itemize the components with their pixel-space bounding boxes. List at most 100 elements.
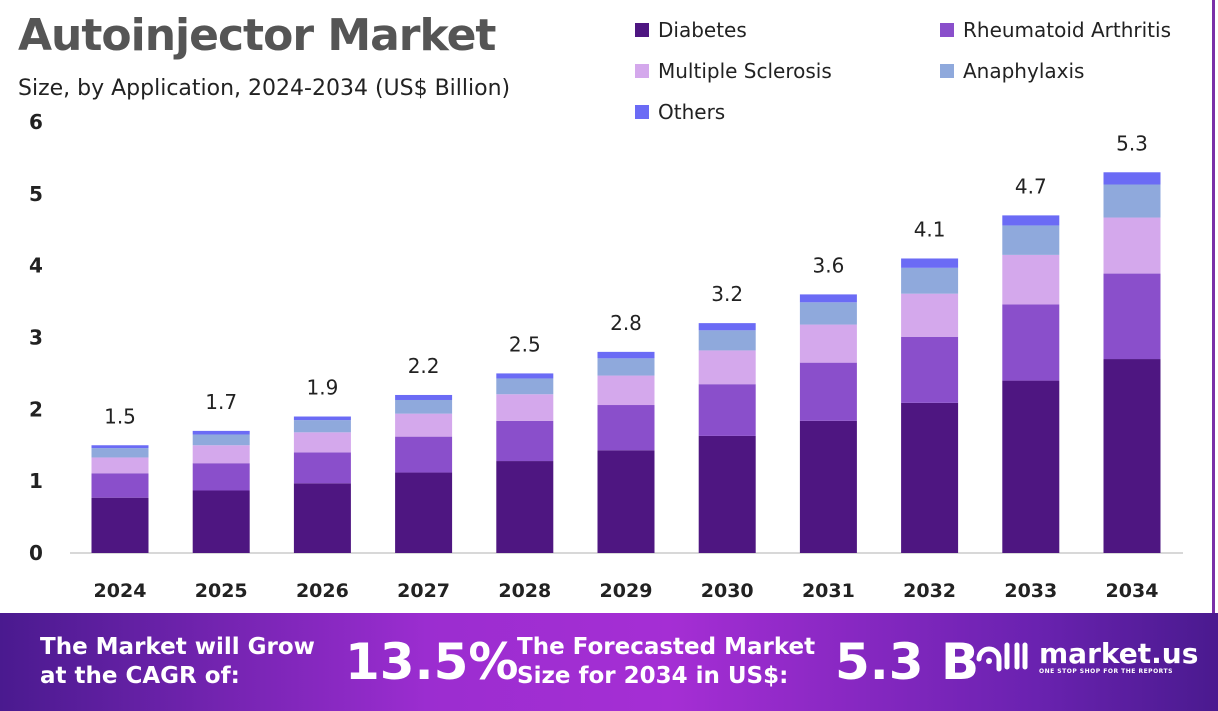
- y-tick-label: 6: [29, 110, 43, 134]
- bar-segment-anaphylaxis: [1002, 225, 1060, 255]
- bar-segment-anaphylaxis: [698, 330, 756, 351]
- x-tick-label: 2031: [802, 580, 855, 602]
- legend-item-anaphylaxis: Anaphylaxis: [940, 59, 1215, 83]
- bar-segment-anaphylaxis: [901, 267, 959, 294]
- bar-segment-multiple-sclerosis: [395, 413, 453, 437]
- bar-segment-anaphylaxis: [395, 399, 453, 414]
- bar-segment-anaphylaxis: [1103, 184, 1161, 218]
- bar-segment-rheumatoid-arthritis: [901, 336, 959, 403]
- bar-segment-diabetes: [597, 450, 655, 553]
- brand-tagline: ONE STOP SHOP FOR THE REPORTS: [1039, 667, 1173, 675]
- bar-segment-rheumatoid-arthritis: [698, 384, 756, 436]
- bar-segment-multiple-sclerosis: [1103, 217, 1161, 274]
- bar-segment-anaphylaxis: [597, 358, 655, 376]
- total-data-label: 2.5: [509, 332, 541, 356]
- forecast-value: 5.3 B: [835, 633, 980, 691]
- footer-banner: The Market will Grow at the CAGR of: 13.…: [0, 613, 1218, 711]
- chart-subtitle: Size, by Application, 2024-2034 (US$ Bil…: [18, 76, 511, 101]
- bar-segment-others: [1002, 215, 1060, 226]
- bar-segment-diabetes: [91, 497, 149, 553]
- bar-segment-rheumatoid-arthritis: [91, 473, 149, 498]
- x-tick-label: 2024: [94, 580, 147, 602]
- bar-segment-anaphylaxis: [293, 420, 351, 433]
- total-data-label: 1.5: [104, 404, 136, 428]
- bar-segment-multiple-sclerosis: [1002, 254, 1060, 305]
- total-data-label: 1.9: [306, 376, 338, 400]
- bar-segment-others: [91, 445, 149, 449]
- bar-segment-diabetes: [395, 472, 453, 553]
- y-tick-label: 3: [29, 326, 43, 350]
- legend-item-multiple-sclerosis: Multiple Sclerosis: [635, 59, 940, 83]
- bar-segment-rheumatoid-arthritis: [799, 362, 857, 421]
- x-tick-label: 2025: [195, 580, 248, 602]
- bar-segment-diabetes: [799, 420, 857, 553]
- bar-segment-diabetes: [1002, 380, 1060, 553]
- bar-segment-rheumatoid-arthritis: [597, 405, 655, 451]
- bar-segment-diabetes: [698, 435, 756, 553]
- bar-segment-anaphylaxis: [91, 448, 149, 458]
- bar-segment-anaphylaxis: [799, 302, 857, 325]
- x-tick-label: 2030: [701, 580, 754, 602]
- total-data-label: 4.1: [914, 217, 946, 241]
- bar-segment-others: [1103, 172, 1161, 185]
- legend-item-diabetes: Diabetes: [635, 18, 940, 42]
- bar-segment-others: [192, 430, 250, 435]
- y-tick-label: 2: [29, 397, 43, 421]
- brand-name: market.us: [1039, 636, 1199, 670]
- total-data-label: 1.7: [205, 390, 237, 414]
- legend-item-others: Others: [635, 100, 940, 124]
- x-tick-label: 2028: [498, 580, 551, 602]
- market-us-logo-icon: [976, 642, 1028, 672]
- chart-title: Autoinjector Market: [18, 10, 496, 61]
- bar-segment-rheumatoid-arthritis: [395, 436, 453, 473]
- x-tick-label: 2026: [296, 580, 349, 602]
- bar-segment-others: [293, 416, 351, 421]
- y-tick-label: 5: [29, 182, 43, 206]
- chart-area: 0 1 2 3 4 5 6 1.5 2024 1.7 2025 1.9 2026 2.2 2027 2.5 20…: [29, 110, 1183, 602]
- bar-segment-others: [395, 394, 453, 400]
- bar-segment-diabetes: [293, 483, 351, 553]
- y-tick-label: 0: [29, 541, 43, 565]
- bar-segment-rheumatoid-arthritis: [1103, 273, 1161, 360]
- bar-segment-rheumatoid-arthritis: [496, 420, 554, 462]
- x-tick-label: 2033: [1004, 580, 1057, 602]
- bar-segment-others: [901, 258, 959, 268]
- bar-segment-others: [496, 373, 554, 379]
- x-tick-label: 2029: [600, 580, 653, 602]
- bar-segment-diabetes: [1103, 359, 1161, 553]
- bar-segment-multiple-sclerosis: [901, 293, 959, 337]
- bar-segment-multiple-sclerosis: [293, 432, 351, 453]
- bar-segment-diabetes: [496, 461, 554, 553]
- y-tick-label: 4: [29, 254, 43, 278]
- bar-segment-multiple-sclerosis: [597, 375, 655, 406]
- bar-segment-multiple-sclerosis: [698, 350, 756, 385]
- brand-logo: market.us ONE STOP SHOP FOR THE REPORTS: [975, 637, 1198, 677]
- bar-segment-others: [597, 351, 655, 359]
- forecast-label: The Forecasted Market Size for 2034 in U…: [517, 634, 816, 689]
- total-data-label: 3.6: [812, 253, 844, 277]
- bar-segment-diabetes: [192, 490, 250, 553]
- frame-border: [1212, 0, 1215, 613]
- x-tick-label: 2034: [1106, 580, 1159, 602]
- bar-segment-rheumatoid-arthritis: [192, 463, 250, 491]
- total-data-label: 2.2: [408, 354, 440, 378]
- total-data-label: 2.8: [610, 311, 642, 335]
- bar-segment-multiple-sclerosis: [496, 394, 554, 421]
- legend-item-rheumatoid-arthritis: Rheumatoid Arthritis: [940, 18, 1215, 42]
- total-data-label: 5.3: [1116, 131, 1148, 155]
- bar-segment-diabetes: [901, 402, 959, 553]
- bar-segment-others: [698, 323, 756, 331]
- cagr-value: 13.5%: [345, 633, 519, 691]
- legend: Diabetes Rheumatoid Arthritis Multiple S…: [635, 18, 1215, 124]
- x-tick-label: 2027: [397, 580, 450, 602]
- total-data-label: 4.7: [1015, 174, 1047, 198]
- bar-segment-rheumatoid-arthritis: [1002, 304, 1060, 381]
- bar-segment-multiple-sclerosis: [91, 457, 149, 474]
- bar-segment-anaphylaxis: [496, 378, 554, 395]
- bar-segment-others: [799, 294, 857, 303]
- bar-segment-multiple-sclerosis: [192, 445, 250, 464]
- y-tick-label: 1: [29, 469, 43, 493]
- x-tick-label: 2032: [903, 580, 956, 602]
- bar-segment-multiple-sclerosis: [799, 324, 857, 363]
- bar-segment-rheumatoid-arthritis: [293, 452, 351, 484]
